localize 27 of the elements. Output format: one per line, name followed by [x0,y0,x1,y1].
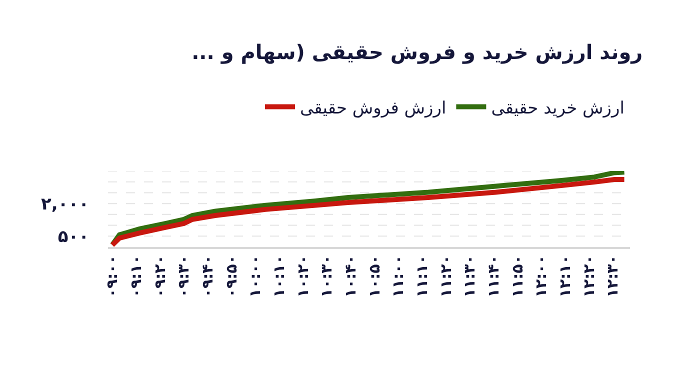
x-tick-label: ۰۹:۰۰ [103,255,122,298]
x-tick-label: ۰۹:۳۰ [174,255,193,298]
y-tick-label: ۲,۰۰۰ [41,194,89,215]
x-tick-label: ۱۰:۰۰ [246,255,264,298]
x-tick-label: ۱۰:۳۰ [318,255,336,298]
legend-label: ارزش خرید حقیقی [491,98,624,118]
y-tick-label: ۵۰۰ [58,227,89,248]
legend-label: ارزش فروش حقیقی [300,98,446,118]
x-tick-label: ۰۹:۴۰ [198,255,217,298]
x-tick-label: ۱۲:۰۰ [532,255,550,298]
x-tick-label: ۱۱:۰۰ [389,255,408,298]
x-tick-label: ۱۰:۲۰ [294,255,312,298]
x-tick-label: ۱۱:۲۰ [436,255,455,298]
x-tick-label: ۱۲:۳۰ [604,255,622,298]
x-tick-label: ۱۰:۱۰ [270,255,288,298]
x-tick-label: ۱۱:۱۰ [413,255,432,298]
x-tick-label: ۱۰:۵۰ [365,255,384,298]
x-tick-label: ۰۹:۱۰ [127,255,146,298]
x-tick-label: ۱۱:۴۰ [484,255,503,298]
x-tick-label: ۱۰:۴۰ [342,255,360,298]
x-tick-label: ۱۲:۱۰ [556,255,574,298]
x-tick-label: ۱۱:۵۰ [508,255,526,298]
chart-title: روند ارزش خرید و فروش حقیقی (سهام و ... [192,40,643,64]
x-tick-label: ۱۲:۲۰ [580,255,598,298]
x-tick-label: ۰۹:۵۰ [222,255,240,298]
x-tick-label: ۱۱:۳۰ [460,255,479,298]
x-tick-label: ۰۹:۲۰ [150,255,169,298]
